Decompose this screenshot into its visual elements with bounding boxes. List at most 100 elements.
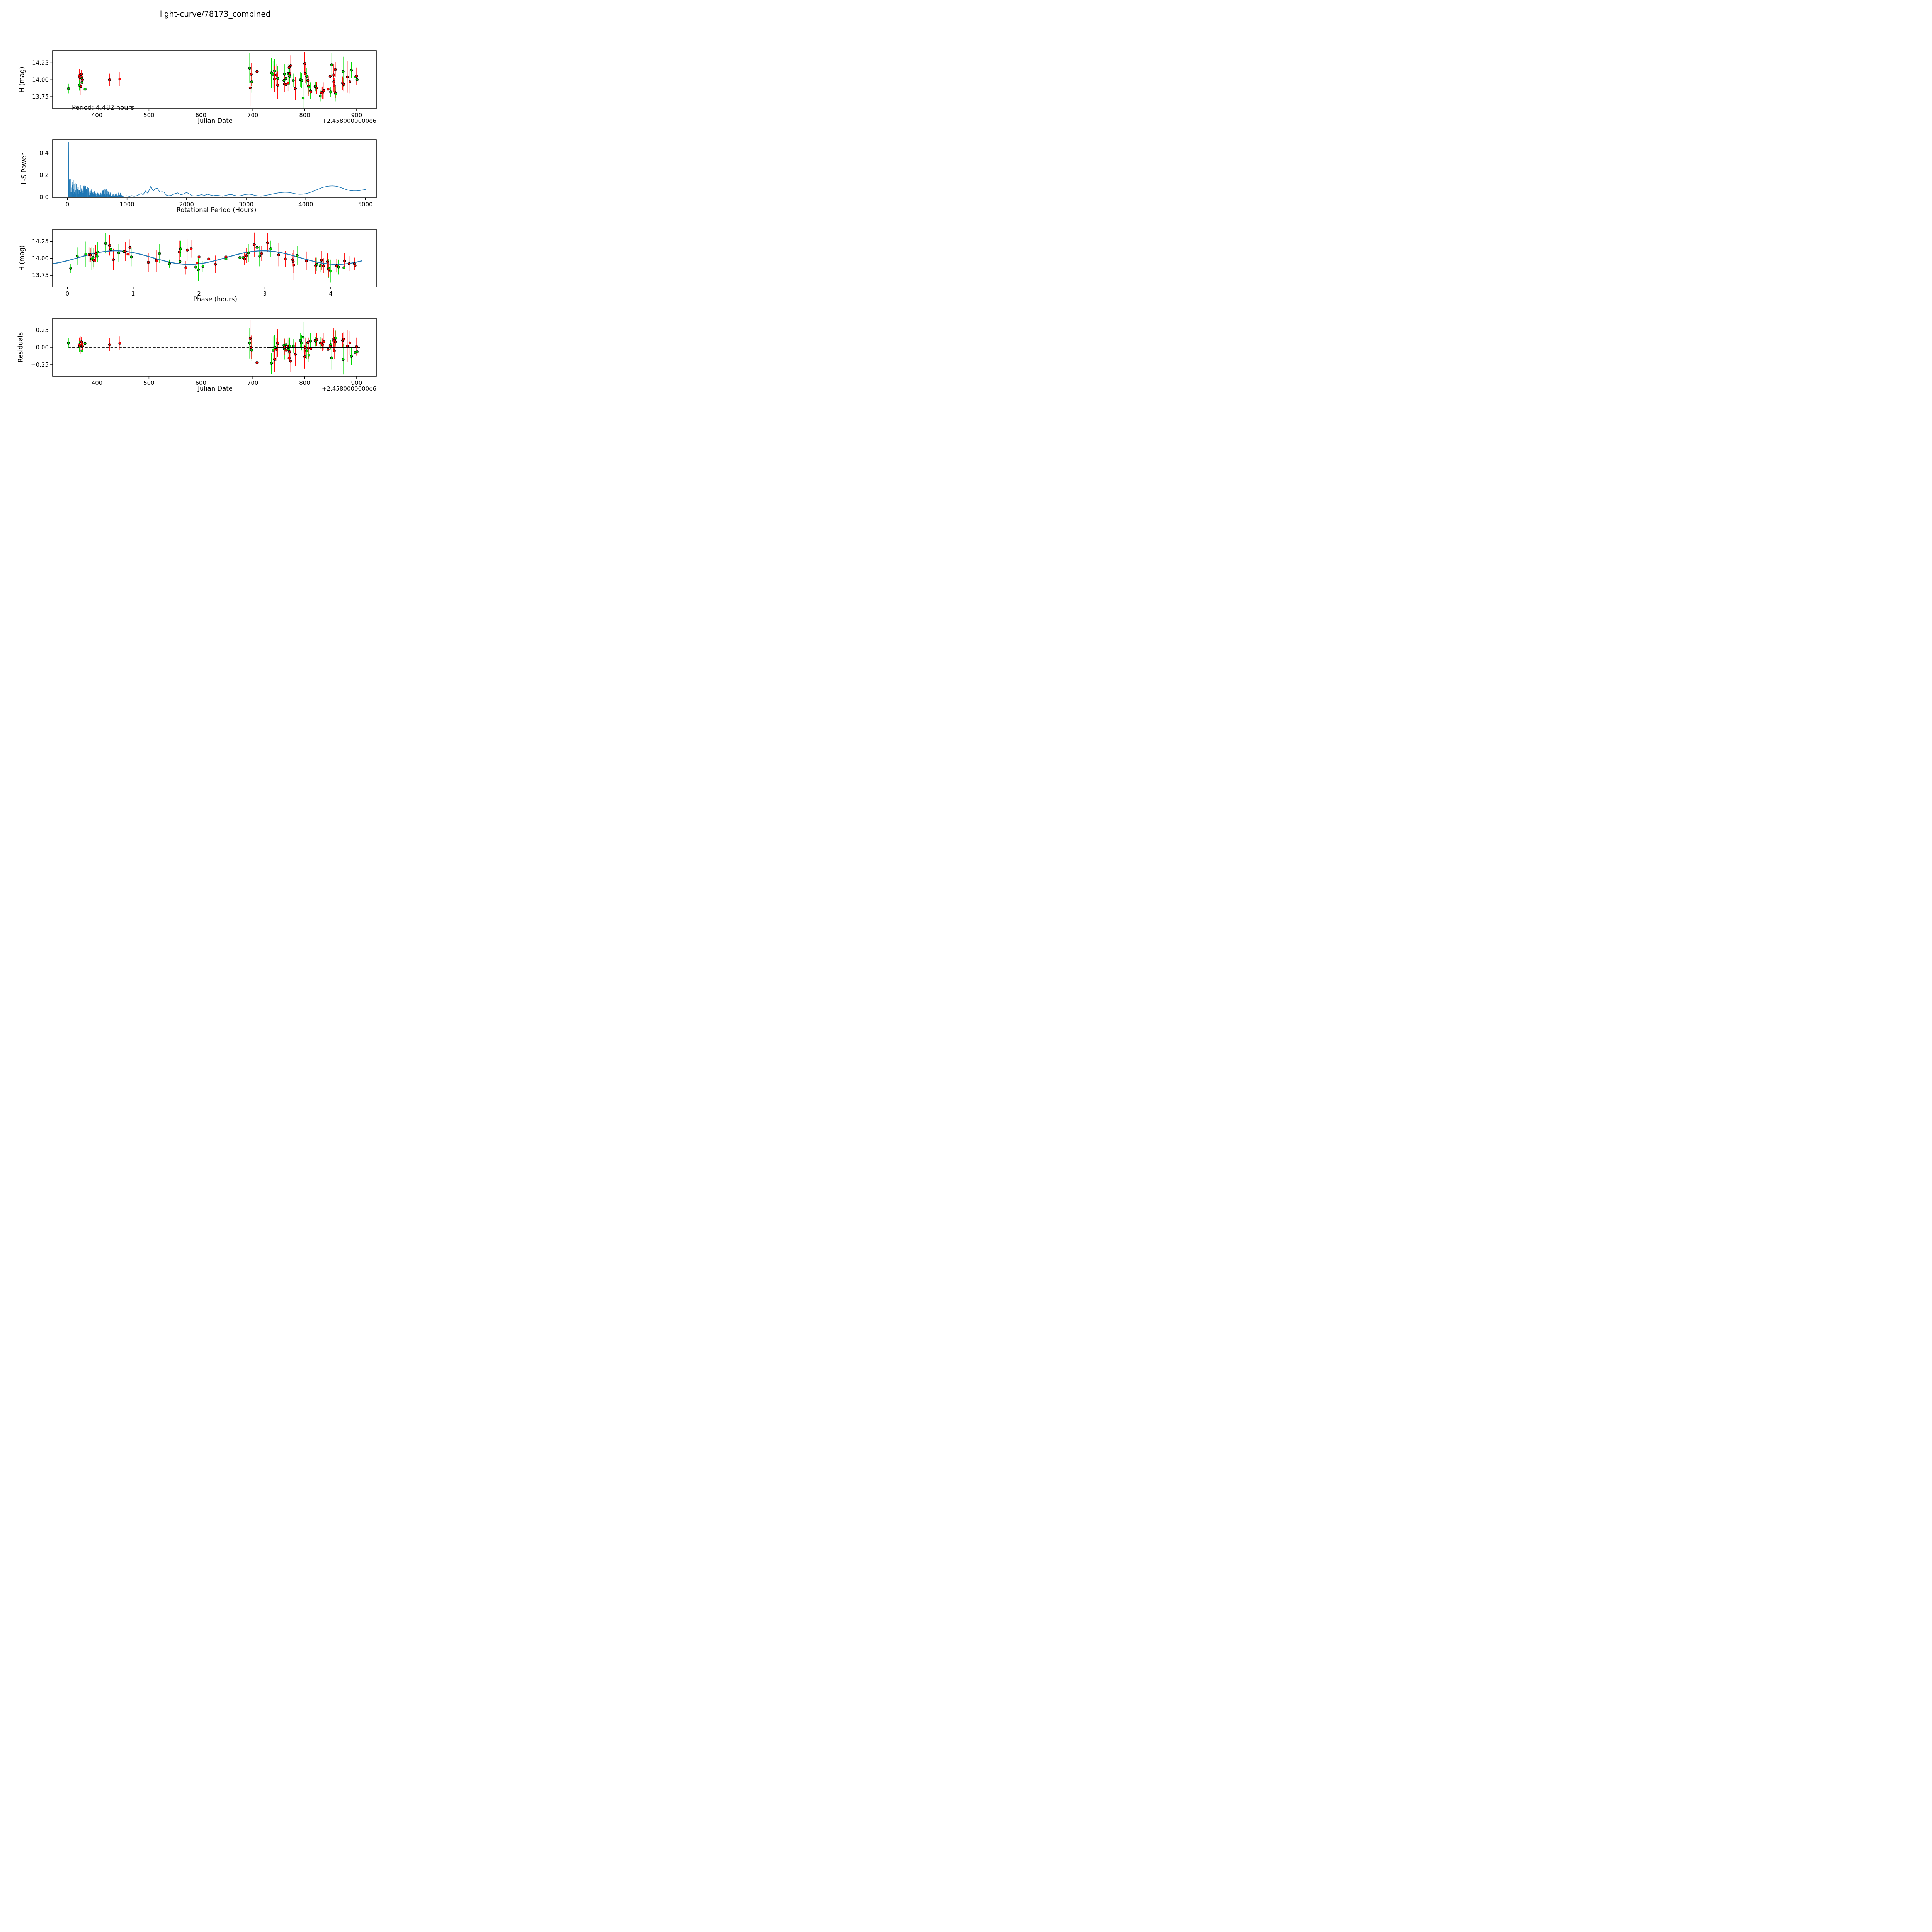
panel4-point-green	[305, 349, 308, 352]
panel2-x-tick-label: 5000	[358, 201, 372, 208]
panel3-point-red	[326, 260, 329, 263]
panel3-point-green	[104, 242, 107, 245]
panel3-point-red	[94, 252, 97, 255]
panel4-x-tick-label: 400	[92, 379, 103, 386]
panel1-point-red	[287, 66, 291, 69]
panel4-point-red	[108, 343, 111, 346]
panel1-point-red	[342, 83, 345, 86]
panel2-x-tick-label: 4000	[298, 201, 313, 208]
panel4-y-tick-label: −0.25	[31, 361, 49, 368]
panel1-point-red	[355, 75, 358, 78]
panel4-point-red	[294, 353, 297, 356]
panel1-point-green	[342, 70, 345, 73]
panel1-plot-area	[67, 52, 359, 109]
panel2-y-tick-label: 0.2	[39, 172, 49, 179]
period-annotation: Period: 4.482 hours	[72, 104, 134, 111]
panel3-point-green	[129, 255, 133, 259]
panel4-x-axis-offset: +2.4580000000e6	[321, 385, 376, 392]
panel2-ticks	[50, 153, 366, 200]
panel4-point-green	[307, 354, 310, 357]
panel3: 0 1 2 3 4 14.25 14.00 13.75	[32, 229, 377, 297]
panel1-point-red	[334, 68, 337, 71]
panel4-point-red	[321, 344, 324, 347]
panel3-sinusoid-fit	[53, 250, 362, 265]
panel3-point-green	[296, 254, 299, 257]
panel1-y-axis-label: H (mag)	[18, 66, 26, 93]
panel3-point-red	[260, 252, 263, 255]
panel1-point-red	[288, 72, 291, 75]
panel1-point-red	[328, 75, 332, 78]
panel1-point-red	[332, 80, 335, 83]
panel1-point-red	[286, 82, 290, 85]
panel1-point-green	[288, 75, 291, 78]
panel4-point-green	[80, 349, 83, 352]
panel2-x-axis-label: Rotational Period (Hours)	[176, 206, 257, 214]
panel3-frame	[52, 229, 377, 287]
panel3-point-green	[168, 262, 171, 265]
panel3-point-red	[347, 262, 351, 265]
panel1-point-red	[284, 83, 287, 86]
panel2-x-tick-label: 2000	[179, 201, 194, 208]
panel1-y-tick-label: 14.25	[32, 60, 49, 66]
panel1-point-red	[303, 62, 306, 65]
panel3-point-green	[158, 252, 161, 255]
panel4-point-green	[292, 344, 295, 348]
panel3-point-green	[258, 255, 261, 258]
panel3-point-green	[224, 257, 228, 260]
panel3-point-red	[147, 261, 150, 264]
panel4-point-red	[342, 338, 345, 341]
panel1-x-tick-label: 700	[247, 112, 259, 119]
panel4-point-red	[255, 361, 259, 364]
panel1-y-tick-label: 14.00	[32, 76, 49, 83]
panel3-point-red	[185, 248, 189, 252]
panel4-point-green	[330, 356, 333, 359]
panel4-x-tick-label: 600	[195, 379, 206, 386]
panel3-point-green	[179, 260, 182, 263]
panel1-point-red	[81, 78, 84, 82]
panel3-point-red	[126, 253, 129, 256]
panel3-y-tick-label: 14.00	[32, 255, 49, 262]
panel4-point-green	[271, 349, 275, 352]
panel1-tick-labels: 400 500 600 700 800 900 14.25 14.00 13.75	[32, 60, 362, 119]
panel1-point-green	[282, 79, 286, 82]
panel4-point-red	[306, 341, 310, 344]
panel2-x-tick-label: 0	[66, 201, 70, 208]
panel3-point-green	[337, 265, 340, 269]
panel1-point-green	[355, 78, 359, 82]
panel4-plot-area	[67, 320, 361, 375]
panel1-point-red	[289, 64, 292, 67]
panel1-point-red	[321, 91, 324, 94]
panel3-tick-labels: 0 1 2 3 4 14.25 14.00 13.75	[32, 238, 333, 297]
panel3-point-red	[322, 264, 325, 267]
panel3-point-green	[84, 253, 87, 256]
panel4-point-green	[83, 342, 87, 345]
panel3-y-tick-label: 14.25	[32, 238, 49, 245]
panel1-point-red	[306, 79, 310, 82]
panel3-point-red	[197, 255, 201, 259]
panel1-point-green	[334, 92, 337, 95]
panel3-point-red	[155, 259, 158, 263]
panel4-point-green	[284, 343, 287, 346]
panel1-point-red	[348, 80, 352, 83]
panel4-x-tick-label: 700	[247, 379, 259, 386]
panel3-point-red	[184, 266, 187, 269]
panel1-point-red	[315, 86, 318, 90]
panel3-point-red	[196, 261, 199, 265]
panel4-point-red	[81, 345, 84, 348]
panel4-point-red	[333, 349, 336, 352]
panel3-x-tick-label: 2	[197, 290, 201, 297]
panel3-markers	[69, 241, 357, 273]
panel2-spike-region	[68, 179, 124, 197]
panel4-point-red	[118, 342, 121, 345]
panel4-point-red	[346, 344, 349, 348]
panel4-point-red	[288, 350, 291, 354]
panel3-point-red	[292, 260, 295, 263]
panel1-point-green	[283, 73, 286, 76]
panel3-point-green	[194, 265, 197, 269]
panel3-point-red	[89, 253, 92, 257]
panel3-x-tick-label: 1	[131, 290, 135, 297]
panel4-point-red	[287, 357, 291, 360]
panel3-point-red	[245, 254, 248, 257]
panel3-point-red	[292, 264, 296, 267]
